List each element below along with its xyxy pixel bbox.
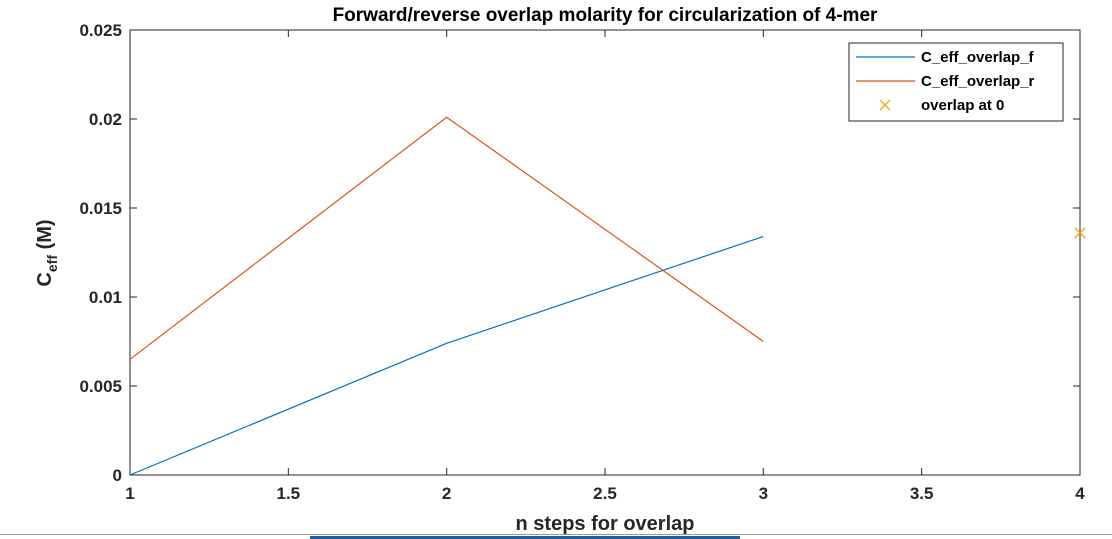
y-axis-label-main: C [34,272,56,286]
x-tick-label: 3.5 [910,484,934,503]
window-bottom-edge [0,534,1112,539]
x-tick-label: 1 [125,484,134,503]
legend-marker-swatch [879,99,891,111]
x-axis-label: n steps for overlap [516,513,695,535]
y-tick-label: 0.025 [79,21,122,40]
y-tick-label: 0.015 [79,199,122,218]
svg-text:Ceff (M): Ceff (M) [34,219,60,286]
chart-title: Forward/reverse overlap molarity for cir… [333,5,878,26]
x-tick-label: 2.5 [593,484,617,503]
legend-box [848,42,1064,122]
y-axis-label: Ceff (M) [34,219,60,286]
y-tick-label: 0.01 [89,288,122,307]
x-tick-label: 1.5 [277,484,301,503]
x-tick-label: 4 [1075,484,1085,503]
x-tick-label: 3 [759,484,768,503]
legend-entry-label: C_eff_overlap_f [921,49,1035,66]
y-axis-label-unit: (M) [34,219,56,255]
series-line-0 [129,235,764,476]
y-axis-label-sub: eff [44,255,60,272]
x-tick-label: 2 [442,484,451,503]
axis-ticks: 1 1.5 2 2.5 3 3.5 4 0 0.005 0.01 0.015 0.02 0.025 [79,21,1085,503]
legend-entry-label: C_eff_overlap_r [921,73,1035,90]
legend-entry-label: overlap at 0 [921,97,1004,114]
series-line-1 [129,116,764,360]
series-marker-point [1074,227,1086,239]
y-tick-label: 0 [113,466,122,485]
y-tick-label: 0.005 [79,377,122,396]
y-tick-label: 0.02 [89,110,122,129]
series-layer [129,116,1086,476]
